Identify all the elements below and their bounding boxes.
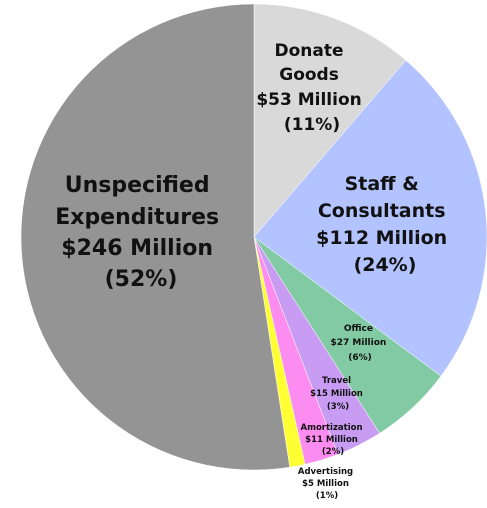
pie-slices — [20, 3, 487, 471]
label-advertising-line2: $5 Million — [302, 479, 349, 489]
label-office-line3: (6%) — [348, 353, 372, 363]
label-donate-goods-line4: (11%) — [284, 115, 340, 135]
label-staff-line3: $112 Million — [316, 227, 447, 249]
label-amortization-line3: (2%) — [322, 447, 344, 457]
label-advertising: Advertising $5 Million (1%) — [298, 467, 356, 501]
label-advertising-line3: (1%) — [316, 491, 338, 501]
label-office: Office $27 Million (6%) — [331, 324, 390, 363]
label-unspecified-line2: Expenditures — [55, 205, 219, 230]
label-office-line2: $27 Million — [331, 338, 387, 348]
label-donate-goods-line2: Goods — [279, 65, 339, 85]
label-travel-line2: $15 Million — [310, 389, 363, 399]
label-amortization-line2: $11 Million — [305, 435, 358, 445]
label-staff-line1: Staff & — [345, 173, 419, 195]
label-staff-line4: (24%) — [354, 254, 417, 276]
label-amortization-line1: Amortization — [301, 423, 363, 433]
label-travel-line1: Travel — [322, 376, 351, 386]
label-travel: Travel $15 Million (3%) — [310, 376, 366, 412]
label-unspecified-line3: $246 Million — [61, 236, 213, 261]
label-unspecified-line4: (52%) — [105, 267, 178, 292]
label-staff-consultants: Staff & Consultants $112 Million (24%) — [316, 173, 454, 276]
label-donate-goods: Donate Goods $53 Million (11%) — [256, 41, 367, 135]
label-staff-line2: Consultants — [318, 200, 446, 222]
pie-slice-unspecified-expenditures — [20, 3, 291, 471]
pie-slice-donate-goods — [253, 3, 407, 238]
label-office-line1: Office — [344, 324, 373, 334]
label-advertising-line1: Advertising — [298, 467, 353, 477]
pie-slice-staff-consultants — [253, 59, 487, 377]
label-unspecified: Unspecified Expenditures $246 Million (5… — [55, 173, 227, 292]
label-donate-goods-line3: $53 Million — [256, 90, 361, 110]
label-unspecified-line1: Unspecified — [65, 173, 210, 198]
label-amortization: Amortization $11 Million (2%) — [301, 423, 366, 457]
label-donate-goods-line1: Donate — [275, 41, 344, 61]
label-travel-line3: (3%) — [327, 402, 349, 412]
